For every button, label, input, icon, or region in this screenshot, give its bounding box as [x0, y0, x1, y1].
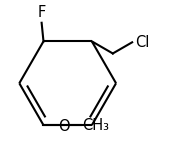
Text: F: F [37, 5, 46, 20]
Text: CH₃: CH₃ [82, 118, 109, 133]
Text: O: O [58, 119, 70, 134]
Text: Cl: Cl [135, 35, 149, 50]
